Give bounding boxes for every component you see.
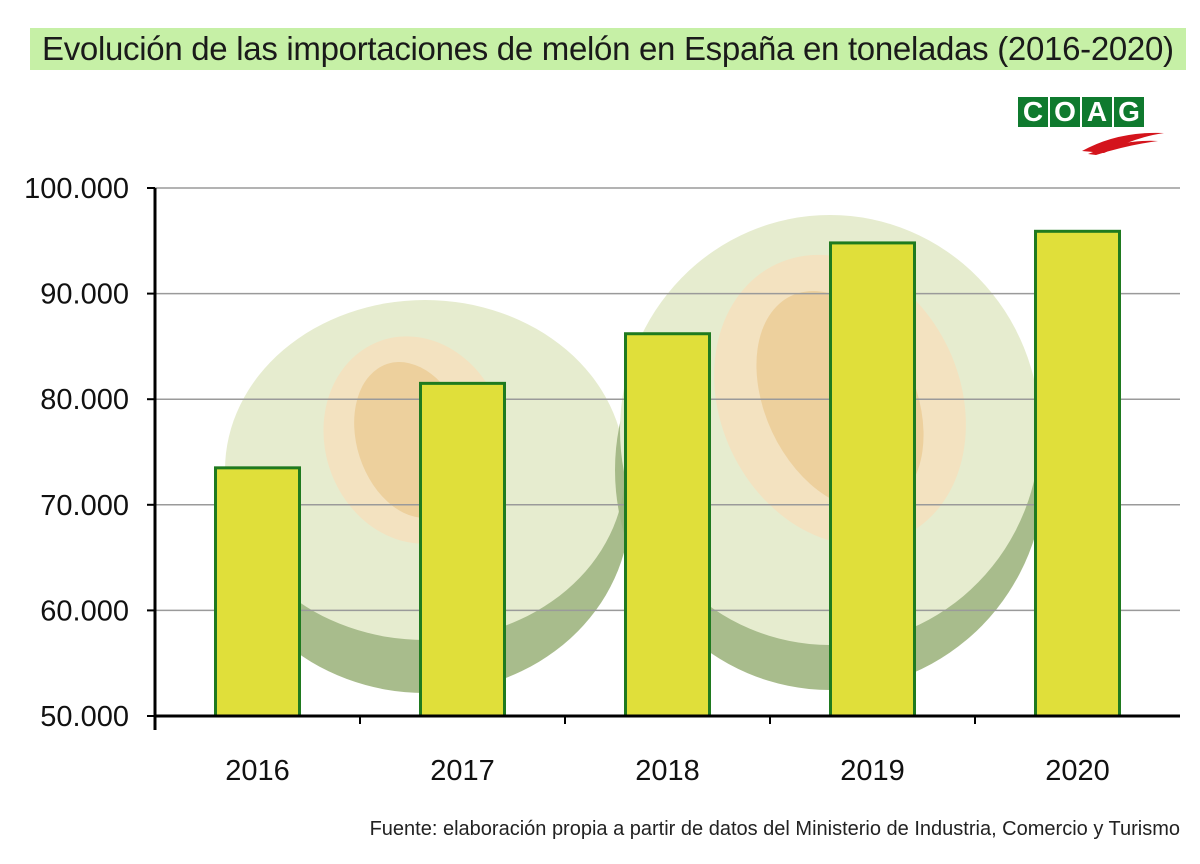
- logo-letter: O: [1050, 97, 1080, 127]
- bar-2017: [419, 381, 506, 718]
- chart-title: Evolución de las importaciones de melón …: [42, 30, 1174, 67]
- bars: [214, 229, 1121, 718]
- y-tick-label: 100.000: [24, 173, 129, 205]
- y-tick-label: 70.000: [40, 490, 129, 522]
- y-tick-label: 90.000: [40, 279, 129, 311]
- coag-logo-letters: C O A G: [1018, 97, 1168, 127]
- x-tick-label: 2016: [225, 755, 290, 787]
- y-tick-label: 50.000: [40, 701, 129, 733]
- y-tick-label: 60.000: [40, 595, 129, 627]
- coag-logo: C O A G: [1018, 97, 1168, 155]
- bar-2016: [214, 466, 301, 718]
- logo-swoosh-icon: [1082, 132, 1164, 155]
- x-tick-label: 2020: [1045, 755, 1110, 787]
- logo-letter: G: [1114, 97, 1144, 127]
- bar-2018: [624, 332, 711, 718]
- chart-title-banner: Evolución de las importaciones de melón …: [30, 28, 1186, 70]
- y-tick-label: 80.000: [40, 384, 129, 416]
- x-tick-label: 2017: [430, 755, 495, 787]
- bar-2020: [1034, 229, 1121, 718]
- source-note: Fuente: elaboración propia a partir de d…: [369, 818, 1180, 840]
- axes: [147, 187, 1180, 730]
- logo-letter: C: [1018, 97, 1048, 127]
- logo-letter: A: [1082, 97, 1112, 127]
- x-tick-label: 2019: [840, 755, 905, 787]
- x-tick-label: 2018: [635, 755, 700, 787]
- tick-labels: 50.000 60.000 70.000 80.000 90.000 100.000 201…: [24, 173, 1110, 787]
- bar-2019: [829, 241, 916, 718]
